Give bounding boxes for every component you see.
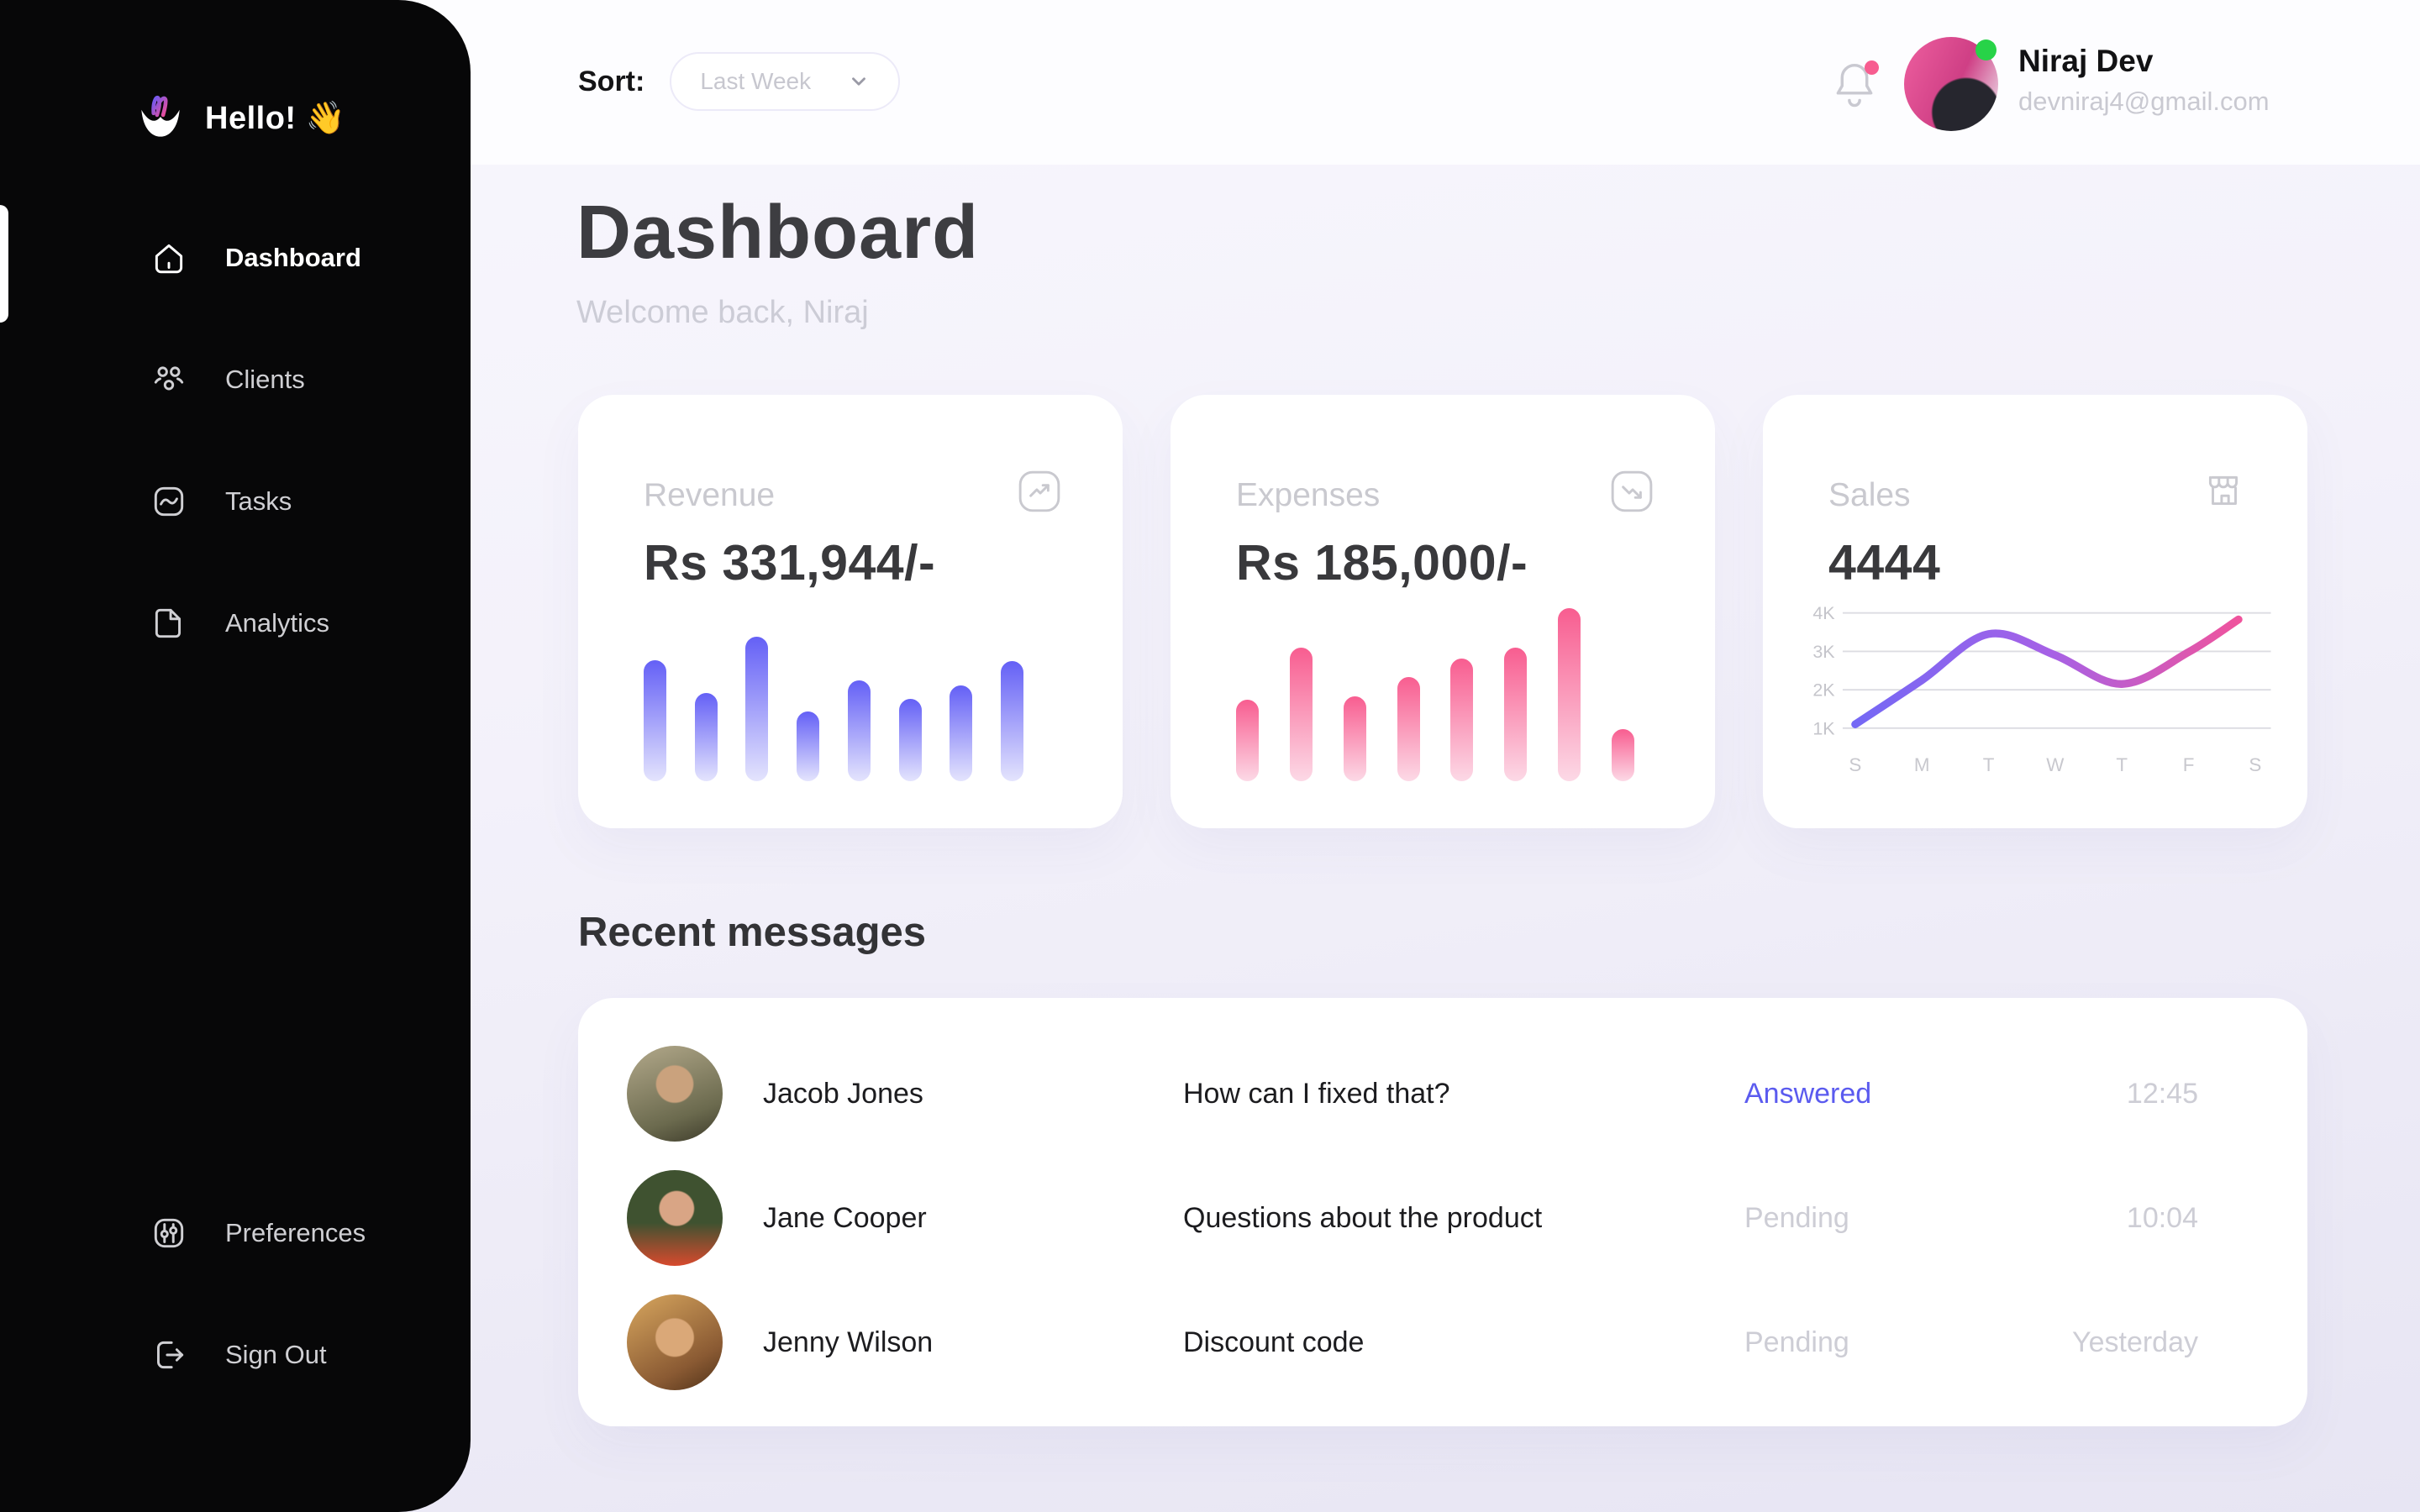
message-row[interactable]: Jenny Wilson Discount code Pending Yeste… — [578, 1280, 2307, 1404]
preferences-icon — [154, 1218, 184, 1248]
user-info: Niraj Dev devniraj4@gmail.com — [2018, 44, 2270, 117]
clients-icon — [154, 366, 184, 391]
message-text: How can I fixed that? — [1183, 1077, 1450, 1110]
notification-bell[interactable] — [1832, 59, 1879, 113]
sort-dropdown[interactable]: Last Week — [670, 52, 901, 111]
sidebar-item-label: Preferences — [225, 1218, 366, 1247]
sort-label: Sort: — [578, 65, 645, 97]
user-email: devniraj4@gmail.com — [2018, 87, 2270, 116]
sidebar-item-preferences[interactable]: Preferences — [0, 1195, 471, 1271]
sidebar-item-label: Sign Out — [225, 1340, 327, 1369]
tasks-icon — [154, 486, 184, 517]
svg-text:3K: 3K — [1812, 642, 1835, 662]
active-nav-indicator — [0, 205, 8, 323]
sidebar-item-label: Analytics — [225, 608, 330, 638]
page-title: Dashboard — [576, 191, 980, 275]
svg-text:F: F — [2183, 754, 2195, 775]
svg-text:W: W — [2046, 754, 2065, 775]
message-time: 10:04 — [2126, 1201, 2198, 1234]
sender-name: Jacob Jones — [763, 1077, 923, 1110]
stat-cards: Revenue Rs 331,944/- Expenses Rs 185,000… — [578, 395, 2307, 828]
sender-name: Jane Cooper — [763, 1201, 927, 1234]
message-time: Yesterday — [2072, 1326, 2198, 1358]
message-time: 12:45 — [2126, 1077, 2198, 1110]
page-subtitle: Welcome back, Niraj — [576, 295, 869, 330]
expenses-value: Rs 185,000/- — [1236, 535, 1528, 591]
sales-label: Sales — [1828, 477, 1911, 513]
sender-avatar — [627, 1294, 723, 1390]
sidebar: Hello! 👋 Dashboard Clients — [0, 0, 471, 1512]
sidebar-item-label: Tasks — [225, 486, 292, 516]
sender-name: Jenny Wilson — [763, 1326, 934, 1358]
message-text: Discount code — [1183, 1326, 1365, 1358]
page-head: Dashboard Welcome back, Niraj — [576, 190, 979, 331]
svg-text:T: T — [2116, 754, 2128, 775]
online-status-dot — [1975, 39, 1996, 60]
svg-text:M: M — [1914, 754, 1930, 775]
analytics-icon — [155, 608, 182, 638]
chevron-down-icon — [852, 77, 866, 86]
user-avatar[interactable] — [1904, 37, 1998, 131]
revenue-card: Revenue Rs 331,944/- — [578, 395, 1123, 828]
expenses-label: Expenses — [1236, 477, 1381, 513]
sender-avatar — [627, 1046, 723, 1142]
sidebar-item-clients[interactable]: Clients — [0, 342, 471, 417]
app-logo: Hello! 👋 — [133, 91, 345, 146]
svg-text:2K: 2K — [1812, 680, 1835, 701]
storefront-icon — [2208, 475, 2238, 505]
sign-out-icon — [156, 1341, 184, 1369]
sidebar-item-label: Clients — [225, 365, 305, 394]
recent-messages-title: Recent messages — [578, 910, 927, 955]
recent-messages-card: Jacob Jones How can I fixed that? Answer… — [578, 998, 2307, 1426]
revenue-value: Rs 331,944/- — [644, 535, 936, 591]
expenses-bar-chart — [1236, 605, 1634, 781]
message-status: Pending — [1744, 1326, 1849, 1358]
sort-control: Sort: Last Week — [578, 52, 901, 111]
sender-avatar — [627, 1170, 723, 1266]
svg-text:S: S — [1849, 754, 1861, 775]
sales-card: Sales 4444 4K 3K 2K 1K S M T W T F S — [1763, 395, 2307, 828]
revenue-bar-chart — [644, 605, 1023, 781]
svg-text:1K: 1K — [1812, 718, 1835, 738]
logo-text: Hello! 👋 — [205, 101, 346, 136]
sidebar-item-label: Dashboard — [225, 243, 361, 272]
svg-text:4K: 4K — [1812, 603, 1835, 623]
notification-badge — [1865, 60, 1879, 75]
trend-up-icon — [1018, 470, 1060, 512]
trend-down-icon — [1611, 470, 1653, 512]
revenue-label: Revenue — [644, 477, 776, 513]
sidebar-nav: Dashboard Clients Tasks — [0, 220, 471, 707]
sidebar-footer-nav: Preferences Sign Out — [0, 1195, 471, 1439]
sidebar-item-sign-out[interactable]: Sign Out — [0, 1317, 471, 1393]
sales-line-chart: 4K 3K 2K 1K S M T W T F S — [1807, 580, 2277, 803]
message-status: Pending — [1744, 1201, 1849, 1234]
sidebar-item-tasks[interactable]: Tasks — [0, 464, 471, 539]
message-text: Questions about the product — [1183, 1201, 1543, 1234]
sidebar-item-dashboard[interactable]: Dashboard — [0, 220, 471, 296]
svg-text:S: S — [2249, 754, 2261, 775]
expenses-card: Expenses Rs 185,000/- — [1171, 395, 1715, 828]
sidebar-item-analytics[interactable]: Analytics — [0, 585, 471, 661]
sales-value: 4444 — [1828, 535, 1941, 591]
message-row[interactable]: Jane Cooper Questions about the product … — [578, 1156, 2307, 1280]
sort-dropdown-value: Last Week — [700, 68, 812, 94]
message-status: Answered — [1744, 1077, 1872, 1110]
flower-logo-icon — [141, 95, 180, 137]
user-name: Niraj Dev — [2018, 44, 2154, 78]
svg-text:T: T — [1983, 754, 1995, 775]
message-row[interactable]: Jacob Jones How can I fixed that? Answer… — [578, 1032, 2307, 1156]
home-icon — [155, 244, 183, 274]
bell-icon — [1836, 63, 1873, 108]
